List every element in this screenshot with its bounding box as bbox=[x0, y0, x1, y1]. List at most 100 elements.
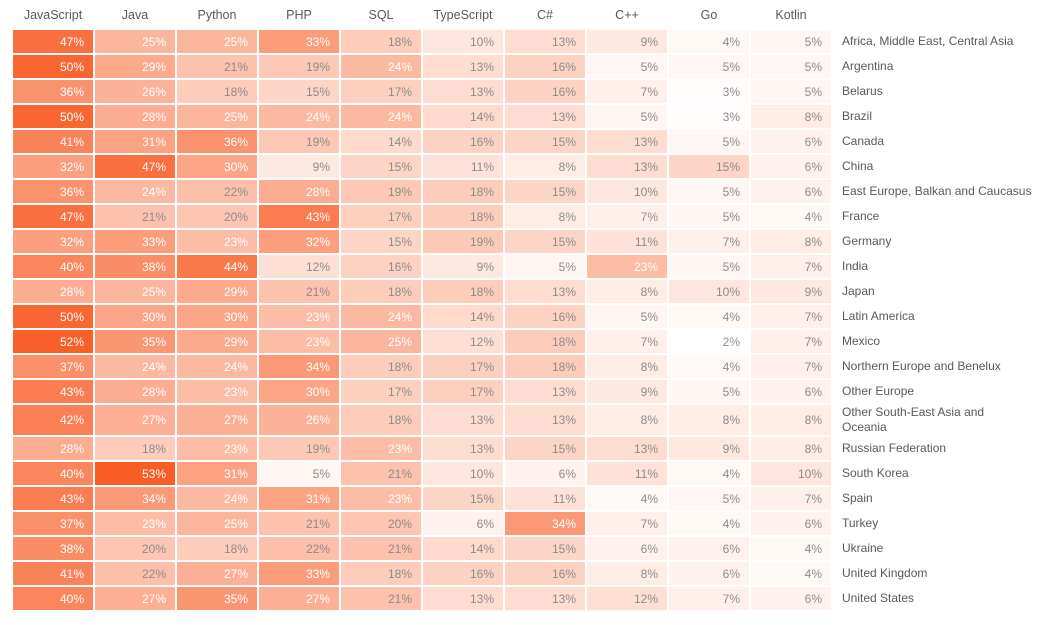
heatmap-cell: 9% bbox=[587, 380, 667, 403]
column-header-c: C# bbox=[505, 2, 585, 28]
row-label-germany: Germany bbox=[842, 234, 892, 248]
heatmap-cell: 17% bbox=[423, 380, 503, 403]
heatmap-cell: 19% bbox=[259, 130, 339, 153]
heatmap-cell: 24% bbox=[95, 180, 175, 203]
heatmap-cell: 28% bbox=[13, 437, 93, 460]
heatmap-cell: 24% bbox=[341, 305, 421, 328]
heatmap-grid: JavaScript Java Python PHP SQL TypeScript C# C+… bbox=[13, 2, 1044, 610]
heatmap-cell: 7% bbox=[587, 330, 667, 353]
heatmap-cell: 2% bbox=[669, 330, 749, 353]
heatmap-cell: 16% bbox=[341, 255, 421, 278]
heatmap-cell: 23% bbox=[95, 512, 175, 535]
column-header-java: Java bbox=[95, 2, 175, 28]
row-label-brazil: Brazil bbox=[842, 109, 873, 123]
heatmap-cell: 25% bbox=[177, 30, 257, 53]
heatmap-cell: 4% bbox=[669, 30, 749, 53]
heatmap-cell: 5% bbox=[669, 487, 749, 510]
heatmap-cell: 23% bbox=[259, 330, 339, 353]
heatmap-cell: 5% bbox=[751, 80, 831, 103]
heatmap-cell: 40% bbox=[13, 255, 93, 278]
heatmap-cell: 16% bbox=[505, 562, 585, 585]
row-label-russian-federation: Russian Federation bbox=[842, 441, 947, 455]
heatmap-cell: 23% bbox=[341, 437, 421, 460]
heatmap-cell: 52% bbox=[13, 330, 93, 353]
heatmap-cell: 19% bbox=[341, 180, 421, 203]
heatmap-cell: 12% bbox=[259, 255, 339, 278]
heatmap-cell: 38% bbox=[13, 537, 93, 560]
heatmap-cell: 5% bbox=[669, 180, 749, 203]
heatmap-cell: 13% bbox=[505, 280, 585, 303]
heatmap-cell: 13% bbox=[423, 405, 503, 435]
heatmap-cell: 15% bbox=[505, 130, 585, 153]
heatmap-cell: 18% bbox=[341, 280, 421, 303]
heatmap-cell: 37% bbox=[13, 355, 93, 378]
heatmap-cell: 6% bbox=[505, 462, 585, 485]
row-label-united-kingdom: United Kingdom bbox=[842, 566, 928, 580]
column-header-c: C++ bbox=[587, 2, 667, 28]
heatmap-cell: 36% bbox=[177, 130, 257, 153]
heatmap-cell: 33% bbox=[259, 30, 339, 53]
heatmap-cell: 13% bbox=[505, 30, 585, 53]
heatmap-cell: 10% bbox=[423, 30, 503, 53]
heatmap-cell: 20% bbox=[95, 537, 175, 560]
heatmap-cell: 7% bbox=[751, 487, 831, 510]
heatmap-cell: 15% bbox=[341, 230, 421, 253]
heatmap-cell: 18% bbox=[177, 537, 257, 560]
heatmap-cell: 8% bbox=[751, 230, 831, 253]
heatmap-cell: 50% bbox=[13, 55, 93, 78]
heatmap-cell: 15% bbox=[259, 80, 339, 103]
heatmap-cell: 5% bbox=[587, 305, 667, 328]
heatmap-cell: 14% bbox=[423, 537, 503, 560]
heatmap-cell: 21% bbox=[341, 537, 421, 560]
heatmap-cell: 24% bbox=[341, 55, 421, 78]
heatmap-cell: 7% bbox=[587, 512, 667, 535]
heatmap-cell: 6% bbox=[751, 512, 831, 535]
heatmap-cell: 16% bbox=[505, 305, 585, 328]
heatmap-cell: 47% bbox=[13, 30, 93, 53]
heatmap-cell: 6% bbox=[751, 587, 831, 610]
heatmap-cell: 8% bbox=[587, 355, 667, 378]
heatmap-cell: 15% bbox=[669, 155, 749, 178]
row-label-africa-middle-east-central-asia: Africa, Middle East, Central Asia bbox=[842, 34, 1014, 48]
heatmap-cell: 43% bbox=[13, 380, 93, 403]
heatmap-cell: 4% bbox=[669, 305, 749, 328]
heatmap-cell: 5% bbox=[751, 30, 831, 53]
heatmap-cell: 32% bbox=[13, 155, 93, 178]
heatmap-cell: 18% bbox=[423, 205, 503, 228]
heatmap-cell: 25% bbox=[177, 105, 257, 128]
row-label-japan: Japan bbox=[842, 284, 875, 298]
heatmap-cell: 18% bbox=[341, 355, 421, 378]
heatmap-cell: 5% bbox=[505, 255, 585, 278]
heatmap-cell: 25% bbox=[341, 330, 421, 353]
heatmap-cell: 41% bbox=[13, 130, 93, 153]
heatmap-cell: 13% bbox=[505, 380, 585, 403]
column-header-kotlin: Kotlin bbox=[751, 2, 831, 28]
heatmap-cell: 27% bbox=[95, 405, 175, 435]
heatmap-cell: 8% bbox=[751, 437, 831, 460]
heatmap-cell: 32% bbox=[13, 230, 93, 253]
heatmap-cell: 24% bbox=[341, 105, 421, 128]
heatmap-cell: 11% bbox=[505, 487, 585, 510]
heatmap-cell: 13% bbox=[423, 80, 503, 103]
row-label-india: India bbox=[842, 259, 869, 273]
heatmap-cell: 34% bbox=[95, 487, 175, 510]
heatmap-cell: 26% bbox=[259, 405, 339, 435]
heatmap-cell: 5% bbox=[259, 462, 339, 485]
heatmap-cell: 36% bbox=[13, 180, 93, 203]
heatmap-cell: 8% bbox=[505, 155, 585, 178]
heatmap-cell: 9% bbox=[751, 280, 831, 303]
heatmap-cell: 6% bbox=[751, 380, 831, 403]
heatmap-cell: 20% bbox=[177, 205, 257, 228]
heatmap-cell: 14% bbox=[341, 130, 421, 153]
heatmap-cell: 23% bbox=[341, 487, 421, 510]
row-label-spain: Spain bbox=[842, 491, 873, 505]
heatmap-cell: 9% bbox=[259, 155, 339, 178]
column-header-php: PHP bbox=[259, 2, 339, 28]
heatmap-cell: 13% bbox=[505, 587, 585, 610]
heatmap-cell: 13% bbox=[587, 155, 667, 178]
heatmap-cell: 5% bbox=[751, 55, 831, 78]
heatmap-cell: 16% bbox=[423, 562, 503, 585]
row-label-france: France bbox=[842, 209, 880, 223]
heatmap-cell: 12% bbox=[423, 330, 503, 353]
heatmap-cell: 24% bbox=[259, 105, 339, 128]
